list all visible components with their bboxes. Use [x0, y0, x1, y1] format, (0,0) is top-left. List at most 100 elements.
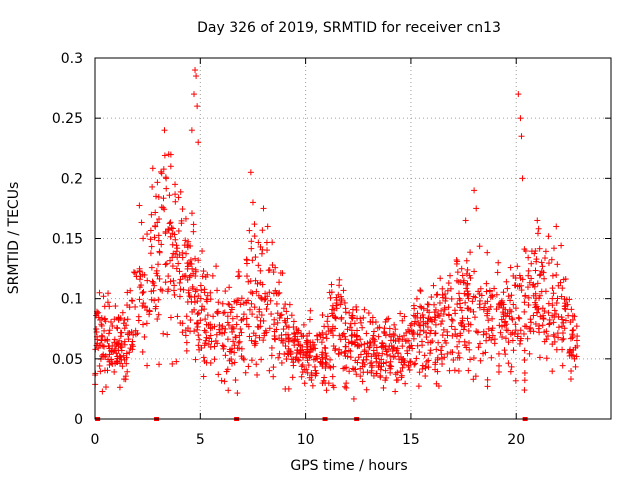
data-point [431, 330, 438, 337]
data-point [243, 256, 250, 263]
data-point [273, 300, 280, 307]
data-point [109, 342, 116, 349]
data-point [242, 369, 249, 376]
data-point [171, 282, 178, 289]
data-point [385, 315, 392, 322]
data-point [200, 354, 207, 361]
data-point [360, 314, 367, 321]
data-point [121, 325, 128, 332]
data-point [427, 347, 434, 354]
data-point [174, 313, 181, 320]
data-point [269, 262, 276, 269]
data-point [332, 313, 339, 320]
data-point [204, 312, 211, 319]
data-point [234, 390, 241, 397]
data-point [444, 350, 451, 357]
data-point [329, 302, 336, 309]
data-point [428, 294, 435, 301]
data-point [533, 256, 540, 263]
data-point [483, 280, 490, 287]
data-point [374, 349, 381, 356]
data-point [434, 291, 441, 298]
data-point [505, 293, 512, 300]
data-point [278, 359, 285, 366]
data-point [236, 338, 243, 345]
data-point [280, 326, 287, 333]
data-point [476, 243, 483, 250]
data-point [139, 302, 146, 309]
data-point [160, 166, 167, 173]
data-point [290, 337, 297, 344]
data-point [464, 305, 471, 312]
data-point [245, 278, 252, 285]
data-point [549, 312, 556, 319]
data-point [359, 378, 366, 385]
y-tick-label: 0.3 [61, 51, 83, 67]
data-point [366, 343, 373, 350]
data-point [410, 312, 417, 319]
data-point [102, 352, 109, 359]
data-point [568, 306, 575, 313]
data-point [260, 337, 267, 344]
data-point [559, 362, 566, 369]
data-point [213, 263, 220, 270]
data-point [386, 325, 393, 332]
data-point [168, 224, 175, 231]
data-point [467, 249, 474, 256]
data-point [167, 314, 174, 321]
data-point [414, 342, 421, 349]
data-point [195, 309, 202, 316]
data-point [269, 239, 276, 246]
data-point [360, 369, 367, 376]
data-point [278, 332, 285, 339]
data-point [121, 338, 128, 345]
data-point [477, 357, 484, 364]
data-point [480, 306, 487, 313]
data-point [182, 332, 189, 339]
data-point [344, 353, 351, 360]
data-point [343, 364, 350, 371]
data-point [178, 220, 185, 227]
data-point [99, 333, 106, 340]
data-point [540, 316, 547, 323]
data-point [330, 332, 337, 339]
data-point [167, 219, 174, 226]
data-point [330, 384, 337, 391]
data-point [118, 340, 125, 347]
data-point [114, 355, 121, 362]
data-point [222, 352, 229, 359]
data-point [102, 384, 109, 391]
y-tick-label: 0.15 [52, 232, 83, 248]
data-point [234, 313, 241, 320]
data-point [144, 362, 151, 369]
data-point [332, 325, 339, 332]
data-point [252, 254, 259, 261]
data-point [411, 361, 418, 368]
data-point [484, 383, 491, 390]
data-point [183, 339, 190, 346]
data-point [172, 191, 179, 198]
data-point [491, 285, 498, 292]
data-point [220, 310, 227, 317]
data-point [361, 341, 368, 348]
data-point [226, 301, 233, 308]
data-point [474, 329, 481, 336]
data-point [516, 272, 523, 279]
data-point [189, 308, 196, 315]
data-point [324, 318, 331, 325]
data-point [376, 360, 383, 367]
data-point [155, 311, 162, 318]
data-point [526, 350, 533, 357]
data-point [423, 329, 430, 336]
data-point [180, 286, 187, 293]
data-point [465, 367, 472, 374]
data-point [231, 349, 238, 356]
data-point [427, 316, 434, 323]
data-point [119, 309, 126, 316]
data-point [200, 373, 207, 380]
data-point [450, 357, 457, 364]
data-point [202, 273, 209, 280]
data-point [123, 350, 130, 357]
data-point [198, 344, 205, 351]
data-point [412, 313, 419, 320]
